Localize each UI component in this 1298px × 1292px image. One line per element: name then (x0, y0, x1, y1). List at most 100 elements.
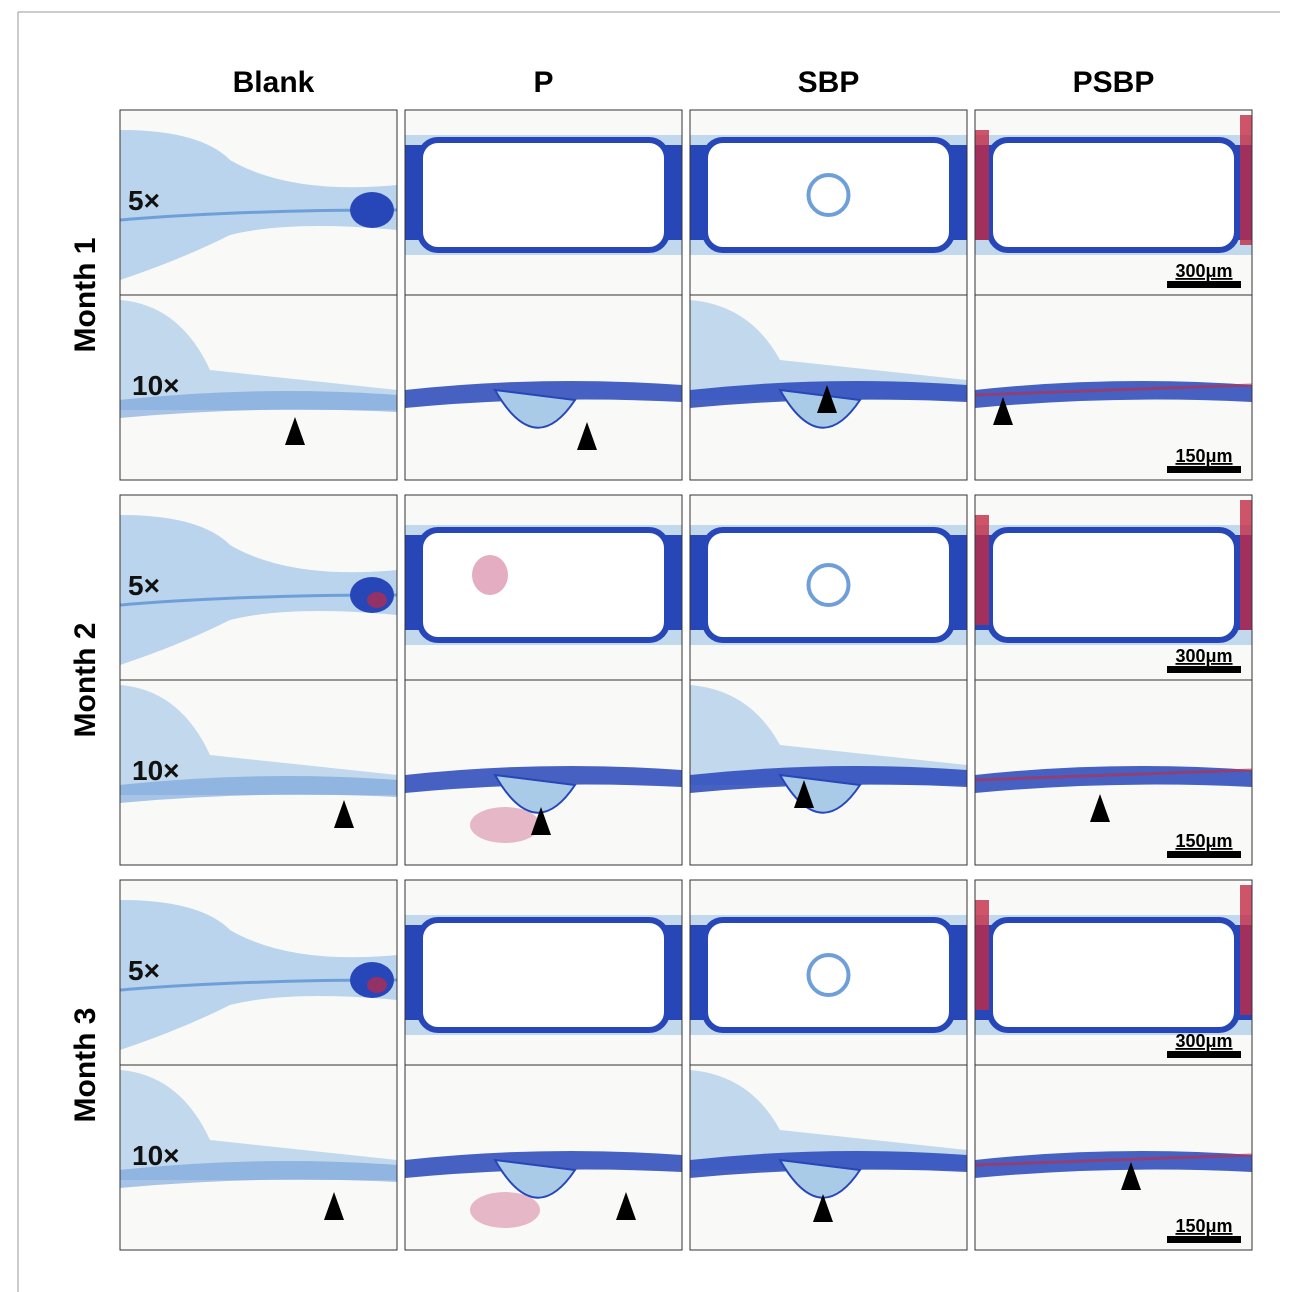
panel-image (120, 295, 397, 480)
tissue (690, 685, 967, 785)
panel-border (119, 294, 398, 481)
row-label: Month 2 (69, 623, 102, 738)
panel-image (690, 680, 967, 865)
tissue-band (405, 766, 682, 793)
panel-image (690, 880, 967, 1065)
scaffold (987, 527, 1240, 643)
arrowhead (813, 1194, 833, 1222)
panel (689, 109, 968, 296)
panel-image (120, 1065, 397, 1250)
panel-image (405, 495, 682, 680)
tissue-band (405, 1151, 682, 1178)
bone (949, 145, 967, 240)
collagen (472, 555, 508, 595)
tissue-dip (778, 773, 862, 814)
panel-image (975, 680, 1252, 865)
panel-image (690, 295, 967, 480)
column-header: PSBP (1073, 66, 1155, 99)
panel-border (974, 1064, 1253, 1251)
arrowhead (334, 800, 354, 828)
scale-bar-label: 300μm (1175, 646, 1232, 666)
tissue-band (405, 381, 682, 408)
arrowhead (531, 807, 551, 835)
scale-bar-label: 300μm (1175, 1031, 1232, 1051)
collagen (975, 768, 1252, 782)
panel: 5× (119, 879, 398, 1066)
row-label: Month 1 (69, 238, 102, 353)
scale-bar-label: 300μm (1175, 261, 1232, 281)
arrowhead (577, 422, 597, 450)
panel-border (689, 294, 968, 481)
tissue (120, 900, 397, 1050)
scale-bar (1167, 666, 1241, 673)
collagen (1240, 500, 1252, 630)
panel (404, 679, 683, 866)
arrowhead (993, 397, 1013, 425)
bone (690, 535, 708, 630)
panel-image (975, 1065, 1252, 1250)
panel: 10× (119, 679, 398, 866)
panel: 300μm (974, 879, 1253, 1066)
panel (404, 1064, 683, 1251)
panel: 5× (119, 494, 398, 681)
panel-image (405, 880, 682, 1065)
panel (689, 679, 968, 866)
panel: 300μm (974, 109, 1253, 296)
scaffold (987, 917, 1240, 1033)
pore (806, 563, 851, 607)
panel-border (404, 679, 683, 866)
panel (689, 879, 968, 1066)
panel: 150μm (974, 294, 1253, 481)
bone (405, 925, 423, 1020)
magnification-label: 5× (128, 955, 160, 986)
tissue (120, 300, 397, 410)
pore (806, 173, 851, 217)
panel: 10× (119, 1064, 398, 1251)
scale-bar (1167, 466, 1241, 473)
panel-image (120, 110, 397, 295)
panel-border (974, 294, 1253, 481)
scaffold (987, 137, 1240, 253)
scale-bar-label: 150μm (1175, 1216, 1232, 1236)
collagen (975, 900, 989, 1010)
collagen (975, 515, 989, 625)
arrowhead (1090, 794, 1110, 822)
magnification-label: 10× (132, 1140, 180, 1171)
panel-border (974, 679, 1253, 866)
bone (664, 535, 682, 630)
tissue-band (690, 766, 967, 793)
panel (689, 294, 968, 481)
tissue-dip (493, 773, 577, 814)
panel-border (689, 1064, 968, 1251)
bone-red (367, 592, 387, 608)
magnification-label: 5× (128, 185, 160, 216)
panel-border (119, 1064, 398, 1251)
scale-bar (1167, 1051, 1241, 1058)
panel: 300μm (974, 494, 1253, 681)
panel-image (690, 495, 967, 680)
panel (404, 879, 683, 1066)
panel-image (405, 110, 682, 295)
panel-image (975, 110, 1252, 295)
magnification-label: 10× (132, 370, 180, 401)
bone (405, 145, 423, 240)
magnification-label: 5× (128, 570, 160, 601)
scaffold (417, 137, 670, 253)
arrowhead (285, 417, 305, 445)
bone (690, 925, 708, 1020)
collagen (470, 1192, 540, 1228)
scale-bar (1167, 281, 1241, 288)
panel-border (404, 294, 683, 481)
tissue (120, 1070, 397, 1180)
tissue-band (690, 1151, 967, 1178)
panel: 10× (119, 294, 398, 481)
bone (664, 925, 682, 1020)
scale-bar (1167, 851, 1241, 858)
panel-image (690, 1065, 967, 1250)
collagen (975, 130, 989, 240)
panel-border (689, 679, 968, 866)
column-header: P (533, 66, 553, 99)
bone-red (367, 977, 387, 993)
